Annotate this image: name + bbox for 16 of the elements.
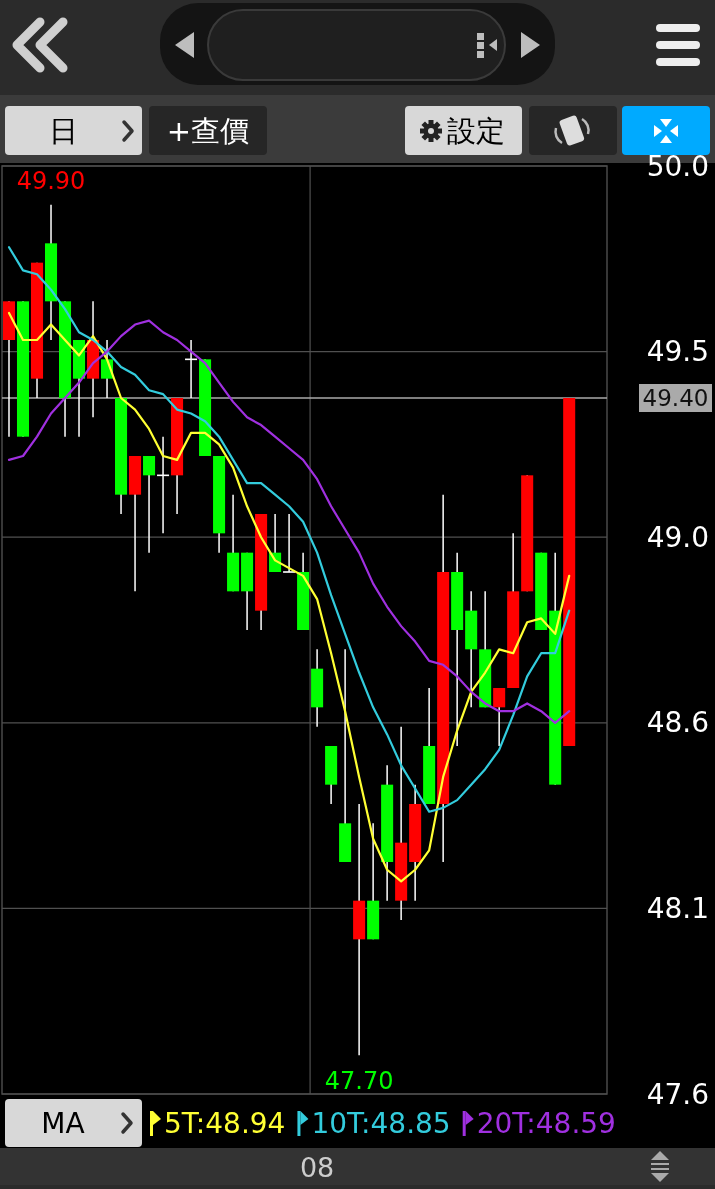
y-tick-label: 48.6 [646, 706, 709, 740]
y-tick-label: 50.0 [646, 149, 709, 183]
text: 日 [48, 114, 78, 148]
legend-label: 5T:48.94 [164, 1106, 286, 1140]
text: +查價 [166, 114, 250, 148]
legend-title: MA [41, 1106, 85, 1140]
text: 設定 [447, 114, 505, 148]
y-tick-label: 49.5 [646, 335, 709, 369]
legend-label: 10T:48.85 [311, 1106, 451, 1140]
y-tick-label: 47.6 [646, 1077, 709, 1111]
legend-label: 20T:48.59 [476, 1106, 616, 1140]
x-tick-label: 08 [299, 1151, 335, 1183]
y-tick-label: 49.0 [646, 520, 709, 554]
annotation: 47.70 [324, 1067, 394, 1096]
annotation: 49.90 [16, 166, 86, 195]
y-tick-label: 48.1 [646, 891, 709, 925]
